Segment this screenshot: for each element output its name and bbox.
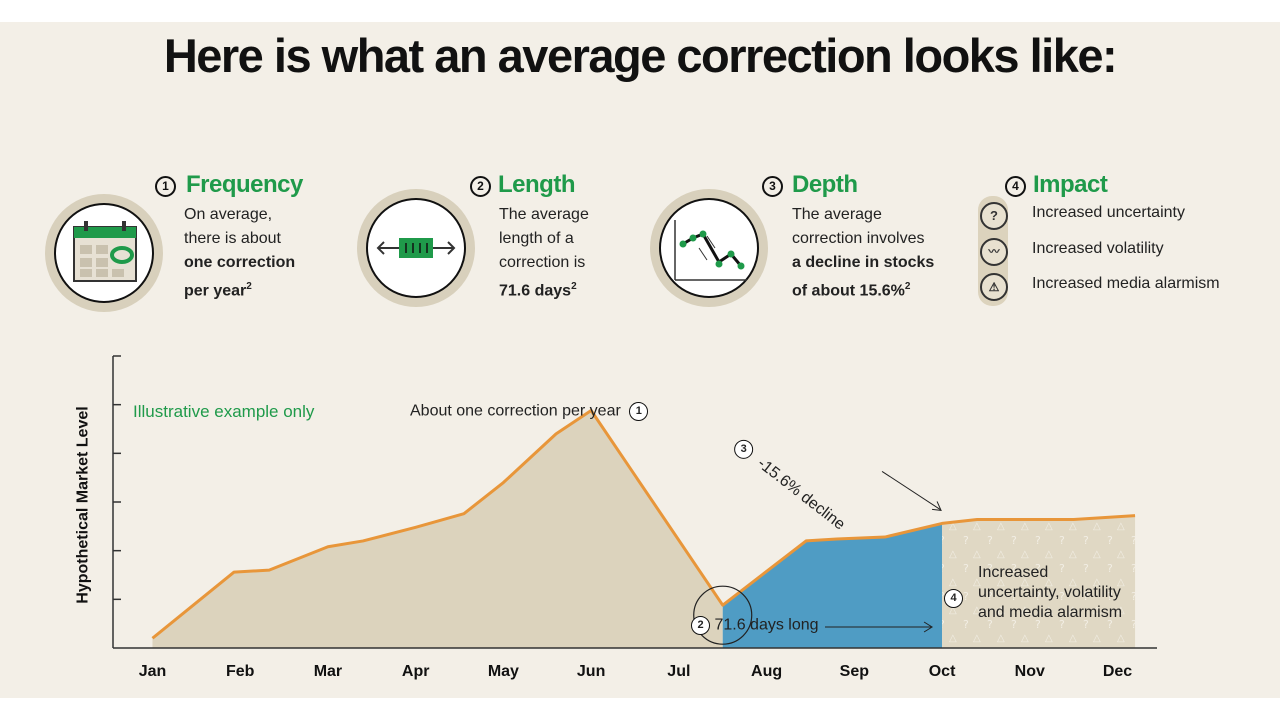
card-number: 4 [1005,176,1026,197]
x-tick-label: Feb [226,663,255,680]
card-depth: 3 Depth The average correction involves … [650,152,950,312]
x-tick-label: Mar [314,663,342,680]
warning-icon: ⚠ [980,273,1008,301]
x-tick-label: Sep [840,663,870,680]
card-title: Impact [1033,171,1108,198]
pre-correction-area [152,410,723,648]
line-chart-icon [650,189,768,307]
card-length: 2 Length The average length of a correct… [357,152,637,312]
card-number: 2 [470,176,491,197]
length-arrowhead [923,621,934,633]
card-description: The average length of a correction is 71… [499,206,589,300]
x-tick-label: Jun [577,663,605,680]
card-description: On average, there is about one correctio… [184,206,296,300]
card-title: Depth [792,171,858,198]
decline-arrowhead [932,501,942,512]
x-tick-label: Oct [929,663,956,680]
timeline-icon [357,189,475,307]
card-number: 3 [762,176,783,197]
page-title: Here is what an average correction looks… [163,29,1118,82]
length-annotation: 2 71.6 days long [691,616,819,635]
decline-arrow [881,470,941,510]
x-tick-label: Apr [402,663,430,680]
card-description: The average correction involves a declin… [792,206,935,300]
illustrative-note: Illustrative example only [133,402,315,421]
x-tick-label: Aug [751,663,782,680]
x-tick-label: Jul [667,663,690,680]
card-impact: 4 Impact ? Increased uncertainty 〰 Incre… [978,152,1268,312]
calendar-icon [45,194,163,312]
x-tick-label: Dec [1103,663,1132,680]
correction-area [722,523,943,648]
wave-icon: 〰 [980,238,1008,266]
post-correction-area [942,515,1136,648]
peak-highlight-circle [693,585,753,645]
question-icon: ? [980,202,1008,230]
market-level-line [151,409,1136,640]
x-tick-label: May [488,663,519,680]
card-title: Frequency [186,171,303,198]
card-number: 1 [155,176,176,197]
impact-annotation: 4 Increased uncertainty, volatility and … [944,563,1122,623]
x-tick-label: Jan [139,663,167,680]
card-frequency: 1 Frequency On average, there is about o… [45,152,325,312]
x-tick-label: Nov [1015,663,1045,680]
peak-annotation: About one correction per year 1 [410,402,649,421]
card-title: Length [498,171,575,198]
